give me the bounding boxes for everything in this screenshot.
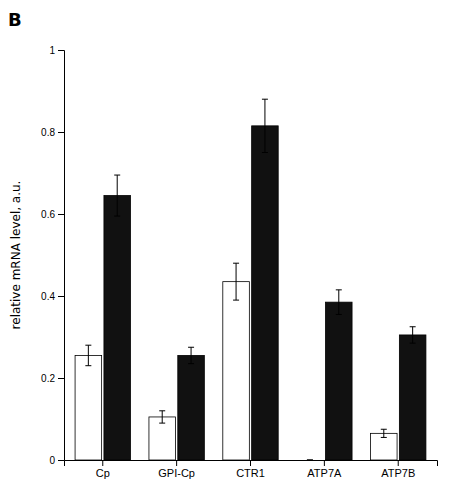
- error-cap: [188, 363, 194, 364]
- error-cap: [410, 326, 416, 327]
- x-tick-mark: [250, 460, 251, 466]
- error-bar: [381, 429, 387, 437]
- error-stem: [264, 99, 265, 152]
- y-tick: 1: [49, 45, 64, 56]
- y-tick-mark: [58, 296, 64, 297]
- bar: [178, 355, 205, 460]
- error-bar: [262, 99, 268, 152]
- y-tick-mark: [58, 132, 64, 133]
- x-tick-label: CTR1: [236, 467, 265, 479]
- y-tick-mark: [58, 378, 64, 379]
- error-bar: [85, 345, 91, 366]
- title: B: [8, 9, 22, 30]
- error-cap: [410, 343, 416, 344]
- error-bar: [188, 347, 194, 363]
- error-cap: [188, 347, 194, 348]
- y-axis-line: [58, 51, 65, 461]
- x-tick-label: ATP7A: [307, 467, 342, 479]
- error-cap: [233, 300, 239, 301]
- bar: [371, 433, 398, 460]
- x-tick-label: GPI-Cp: [158, 467, 195, 479]
- error-cap: [336, 314, 342, 315]
- y-tick-mark: [58, 214, 64, 215]
- error-cap: [336, 289, 342, 290]
- x-tick-label: ATP7B: [381, 467, 415, 479]
- error-cap: [381, 437, 387, 438]
- bar: [252, 126, 279, 460]
- error-cap: [381, 429, 387, 430]
- series: [104, 99, 426, 460]
- error-cap: [262, 99, 268, 100]
- error-cap: [114, 175, 120, 176]
- bar: [326, 302, 353, 460]
- error-cap: [159, 423, 165, 424]
- error-cap: [85, 345, 91, 346]
- y-tick-label: 0.8: [41, 127, 55, 138]
- bar: [104, 196, 131, 460]
- error-cap: [85, 365, 91, 366]
- error-stem: [236, 263, 237, 300]
- marks: [75, 99, 426, 460]
- y-tick: 0.2: [41, 373, 64, 384]
- x-tick: ATP7A: [307, 460, 342, 479]
- y-axis: 0 0.2 0.4 0.6 0.8 1: [41, 45, 64, 466]
- error-cap: [262, 152, 268, 153]
- chart: 0 0.2 0.4 0.6 0.8 1 Cp GPI-Cp CTR1 ATP7A ATP7B rela…: [0, 0, 457, 500]
- y-tick: 0.4: [41, 291, 64, 302]
- error-cap: [233, 263, 239, 264]
- error-bar: [410, 327, 416, 343]
- y-axis-title: relative mRNA level, a.u.: [9, 181, 23, 330]
- error-stem: [88, 345, 89, 366]
- error-bar: [336, 290, 342, 315]
- error-bar: [114, 175, 120, 216]
- bar: [149, 417, 176, 460]
- bar: [297, 460, 324, 461]
- bar: [75, 355, 102, 460]
- x-axis: Cp GPI-Cp CTR1 ATP7A ATP7B: [65, 460, 438, 479]
- error-stem: [412, 327, 413, 343]
- x-tick-mark: [324, 460, 325, 466]
- error-cap: [307, 460, 313, 461]
- x-tick-mark: [398, 460, 399, 466]
- error-bar: [159, 411, 165, 423]
- x-axis-line: [65, 461, 438, 467]
- error-cap: [307, 460, 313, 461]
- y-tick: 0.6: [41, 209, 64, 220]
- error-stem: [117, 175, 118, 216]
- error-stem: [383, 429, 384, 437]
- y-tick-mark: [58, 460, 64, 461]
- bar: [399, 335, 426, 460]
- error-stem: [338, 290, 339, 315]
- x-tick: GPI-Cp: [158, 460, 195, 479]
- error-cap: [114, 216, 120, 217]
- x-tick-mark: [176, 460, 177, 466]
- y-tick-mark: [58, 50, 64, 51]
- error-stem: [191, 347, 192, 363]
- y-tick: 0.8: [41, 127, 64, 138]
- error-stem: [162, 411, 163, 423]
- error-bar: [307, 460, 313, 461]
- y-tick-label: 1: [49, 45, 55, 56]
- bar: [223, 282, 250, 460]
- y-tick-label: 0: [49, 455, 55, 466]
- x-tick-label: Cp: [96, 467, 110, 479]
- x-tick: ATP7B: [381, 460, 415, 479]
- y-tick-label: 0.6: [41, 209, 55, 220]
- error-cap: [159, 410, 165, 411]
- error-bar: [233, 263, 239, 300]
- x-tick: CTR1: [236, 460, 265, 479]
- x-tick-mark: [102, 460, 103, 466]
- y-tick: 0: [49, 455, 64, 466]
- x-tick: Cp: [96, 460, 110, 479]
- y-tick-label: 0.4: [41, 291, 55, 302]
- y-tick-label: 0.2: [41, 373, 55, 384]
- plot: 0 0.2 0.4 0.6 0.8 1 Cp GPI-Cp CTR1 ATP7A ATP7B: [41, 45, 437, 479]
